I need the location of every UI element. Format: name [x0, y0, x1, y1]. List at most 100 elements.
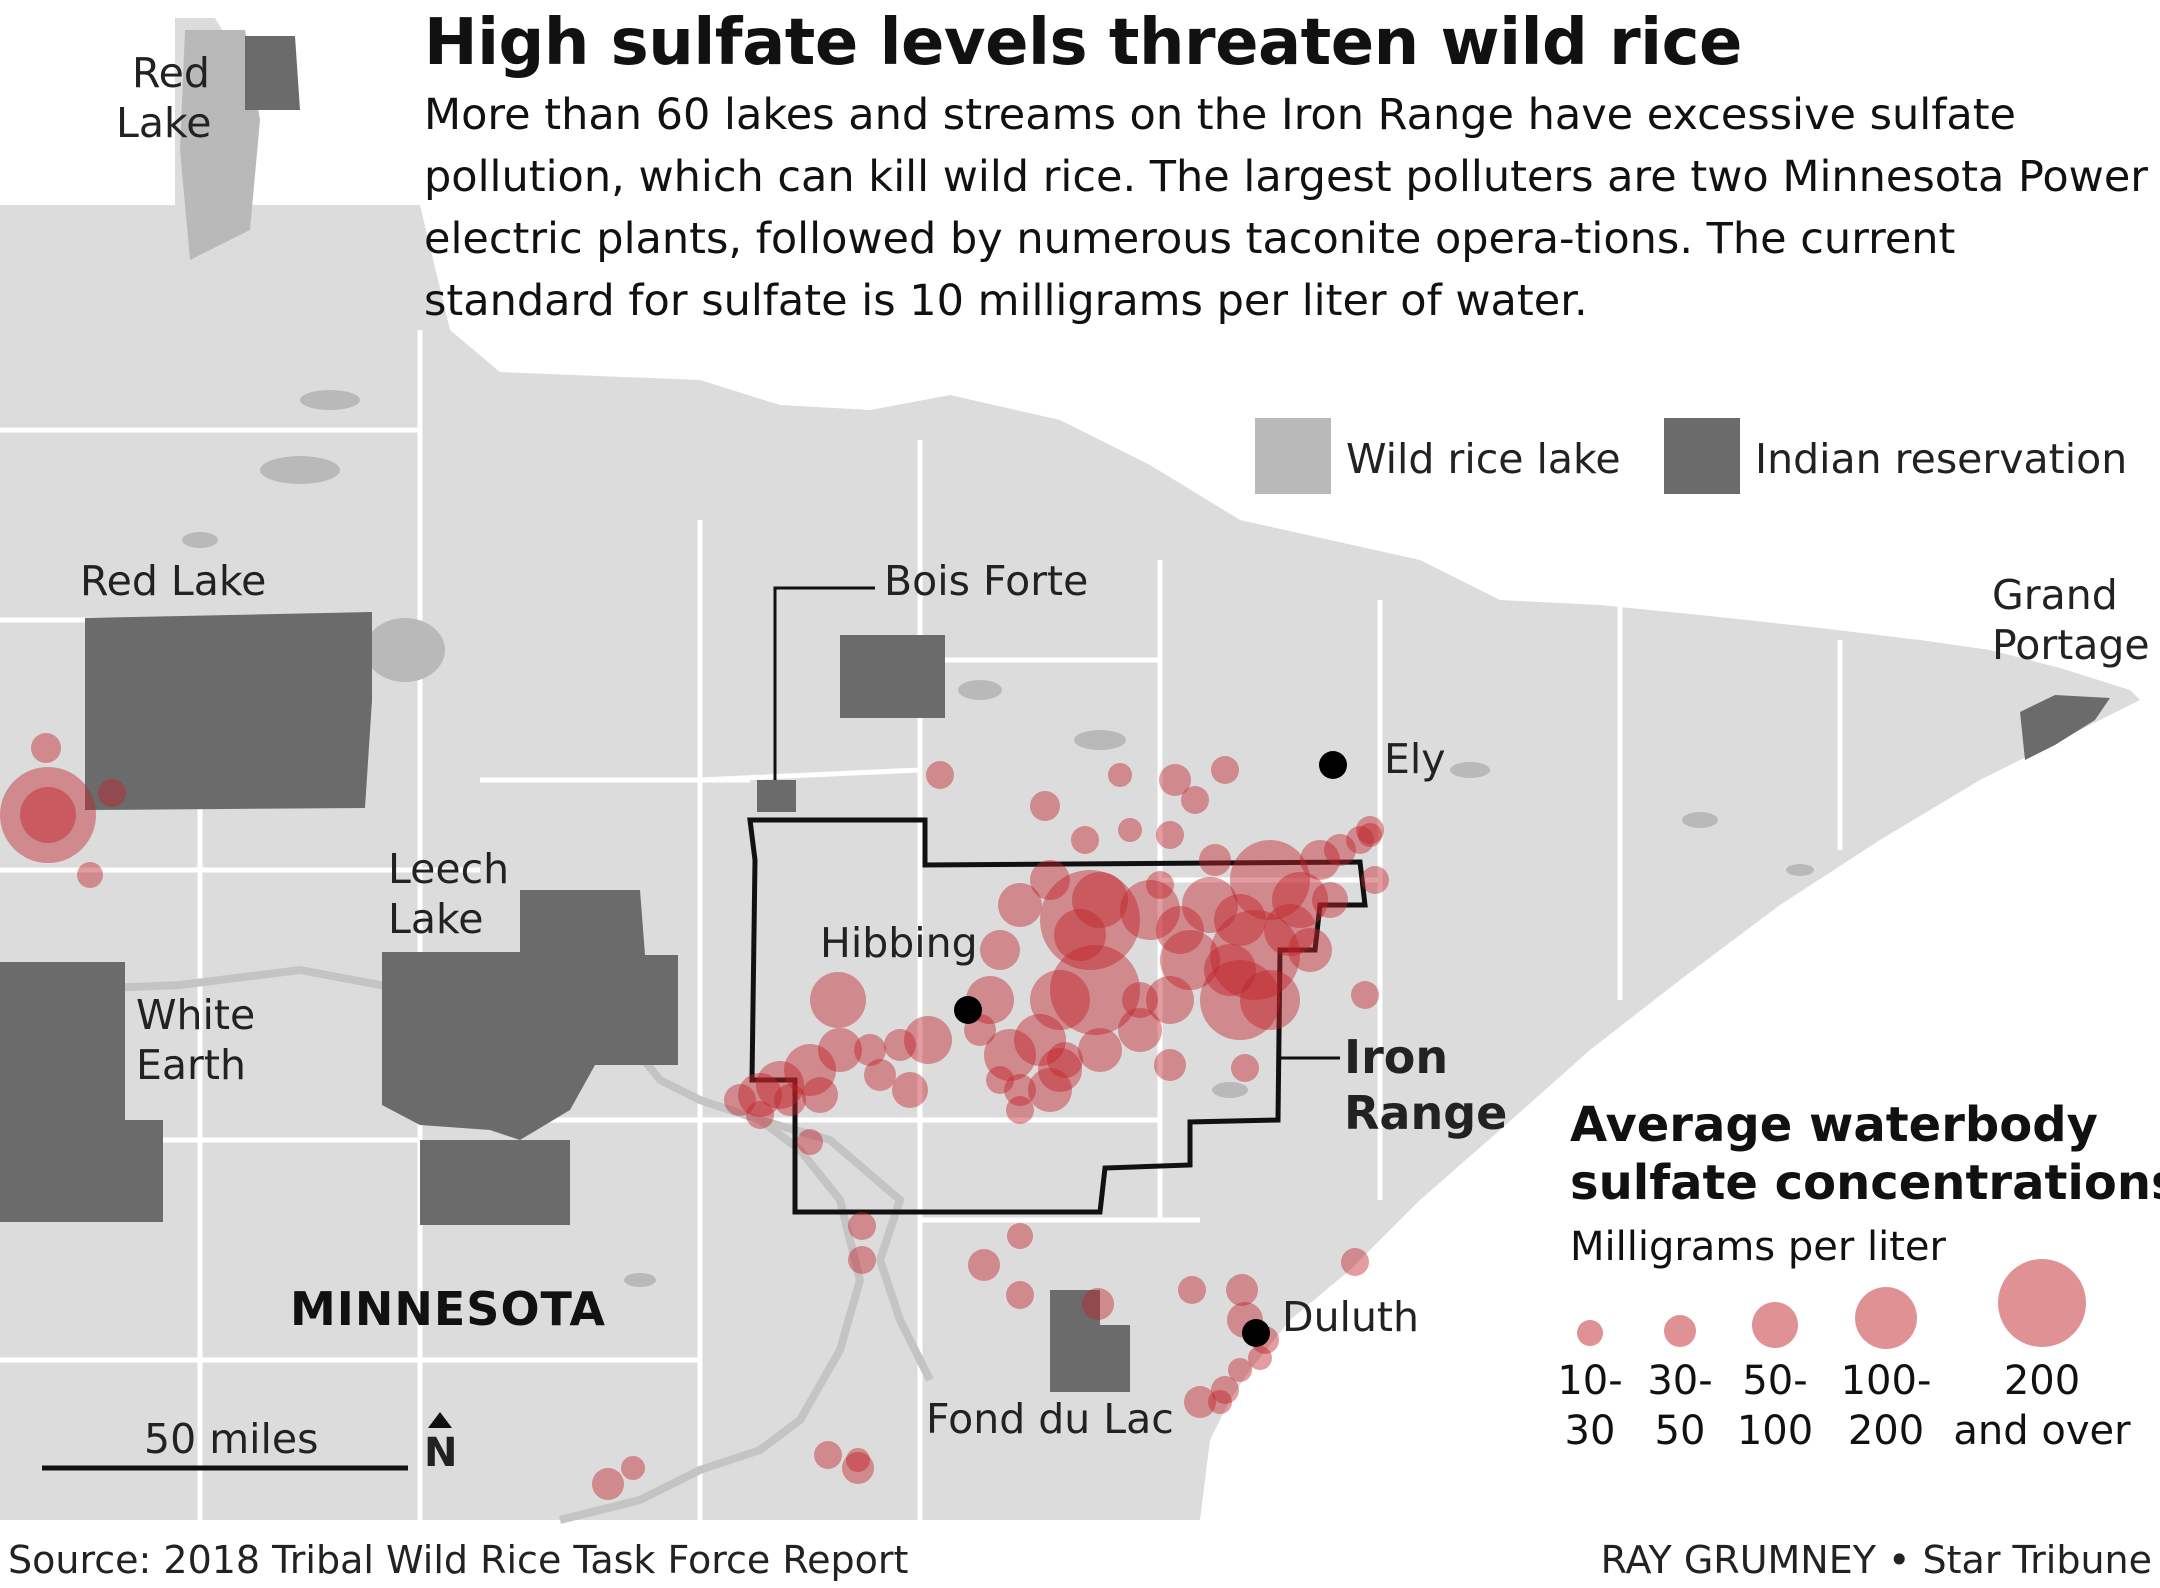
sulfate-circle — [774, 1084, 806, 1116]
sulfate-circle — [1248, 1346, 1272, 1370]
lake-superior — [1210, 700, 2160, 1520]
sulfate-circles — [0, 733, 1389, 1500]
sulfate-circle — [98, 779, 126, 807]
hibbing-label: Hibbing — [820, 919, 978, 967]
sulfate-circle — [854, 1034, 886, 1066]
grand-portage-label-2: Portage — [1992, 621, 2150, 669]
credit: RAY GRUMNEY • Star Tribune — [1600, 1538, 2152, 1582]
subtitle: More than 60 lakes and streams on the Ir… — [424, 90, 2148, 326]
red-lake-top-label-2: Lake — [116, 99, 212, 147]
sulfate-circle — [1228, 1358, 1252, 1382]
leech-lake-label-1: Leech — [388, 845, 510, 893]
sulfate-circle — [1231, 1054, 1259, 1082]
sulfate-circle — [1240, 970, 1300, 1030]
sulfate-circle — [1082, 1288, 1114, 1320]
sulfate-circle — [1078, 1028, 1122, 1072]
sulfate-circle — [1226, 1274, 1258, 1306]
sulfate-circle — [1028, 1068, 1072, 1112]
sulfate-circle — [738, 1073, 782, 1117]
duluth-dot — [1242, 1319, 1270, 1347]
sulfate-circle — [1230, 840, 1310, 920]
sulfate-circle — [1204, 944, 1256, 996]
sulfate-circle — [1312, 882, 1348, 918]
white-earth-reservation — [0, 962, 163, 1222]
legend-circle — [1998, 1259, 2086, 1347]
source-note: Source: 2018 Tribal Wild Rice Task Force… — [8, 1538, 909, 1582]
sulfate-circle — [1071, 826, 1099, 854]
sulfate-circle — [1122, 982, 1158, 1018]
sulfate-legend-unit: Milligrams per liter — [1570, 1224, 1946, 1270]
sulfate-circle — [1181, 786, 1209, 814]
sulfate-circle — [1120, 880, 1180, 940]
state-label: MINNESOTA — [290, 1282, 606, 1336]
sulfate-circle — [1072, 872, 1128, 928]
indian-reservation-swatch — [1664, 418, 1740, 494]
legend-circle — [1855, 1287, 1917, 1349]
sulfate-circle — [756, 1061, 804, 1109]
sulfate-circle — [968, 1249, 1000, 1281]
sulfate-circle — [784, 1044, 836, 1096]
sulfate-circle — [1156, 906, 1204, 954]
sulfate-circle — [1007, 1223, 1033, 1249]
sulfate-circle — [864, 1059, 896, 1091]
sulfate-circle — [980, 930, 1020, 970]
legend-circle — [1664, 1315, 1696, 1347]
sulfate-circle — [1030, 791, 1060, 821]
sulfate-circle — [1324, 834, 1356, 866]
sulfate-circle — [0, 767, 96, 863]
sulfate-circle — [1040, 870, 1140, 970]
iron-range-label-2: Range — [1344, 1086, 1508, 1140]
red-lake-label: Red Lake — [80, 557, 267, 605]
iron-range-label-1: Iron — [1344, 1030, 1449, 1084]
sulfate-circle — [1030, 860, 1070, 900]
sulfate-circle — [797, 1129, 823, 1155]
legend-cat-5: 200 and over — [1953, 1358, 2131, 1454]
sulfate-circle — [77, 862, 103, 888]
indian-reservations — [0, 36, 2110, 1392]
sulfate-circle — [1341, 1248, 1369, 1276]
white-earth-label-1: White — [136, 991, 256, 1039]
sulfate-circle — [1054, 909, 1106, 961]
bois-forte-small-reservation — [757, 780, 796, 812]
north-arrow-icon — [428, 1412, 452, 1428]
sulfate-circle — [724, 1084, 756, 1116]
page-title: High sulfate levels threaten wild rice — [424, 6, 1742, 80]
sulfate-circle — [1006, 1096, 1034, 1124]
sulfate-circle — [1050, 945, 1140, 1035]
sulfate-circle — [1211, 756, 1239, 784]
legend-circle — [1577, 1320, 1603, 1346]
bois-forte-label: Bois Forte — [884, 557, 1089, 605]
ely-dot — [1319, 751, 1347, 779]
sulfate-circle — [1272, 872, 1328, 928]
sulfate-circle — [1214, 894, 1266, 946]
sulfate-circle — [1047, 1042, 1083, 1078]
sulfate-circle — [20, 787, 76, 843]
sulfate-circle — [1160, 930, 1220, 990]
scale-label: 50 miles — [144, 1415, 319, 1463]
red-lake-upper-reservation — [245, 36, 300, 110]
county-boundaries — [0, 330, 1843, 1520]
leech-lake-south-reservation — [420, 1140, 570, 1225]
sulfate-circle — [1118, 1008, 1162, 1052]
bois-forte-reservation — [840, 635, 945, 718]
sulfate-circle — [592, 1468, 624, 1500]
sulfate-circle — [846, 1448, 870, 1472]
sulfate-circle — [1146, 871, 1174, 899]
sulfate-circle — [1159, 764, 1191, 796]
sulfate-circle — [1030, 970, 1090, 1030]
ely-label: Ely — [1384, 735, 1446, 783]
sulfate-circle — [1300, 840, 1340, 880]
sulfate-circle — [814, 1441, 842, 1469]
sulfate-circle — [1118, 818, 1142, 842]
white-earth-label-2: Earth — [136, 1041, 246, 1089]
north-label: N — [424, 1430, 458, 1476]
sulfate-circle — [904, 1016, 952, 1064]
red-lake-top-label-1: Red — [132, 49, 210, 97]
sulfate-circle — [1361, 866, 1389, 894]
grand-portage-reservation — [2020, 695, 2110, 760]
sulfate-circle — [1199, 844, 1231, 876]
sulfate-circle — [621, 1456, 645, 1480]
fond-du-lac-label: Fond du Lac — [926, 1395, 1174, 1443]
legend-indian-reservation-label: Indian reservation — [1755, 435, 2128, 483]
legend-cat-1: 10- 30 — [1557, 1358, 1623, 1454]
